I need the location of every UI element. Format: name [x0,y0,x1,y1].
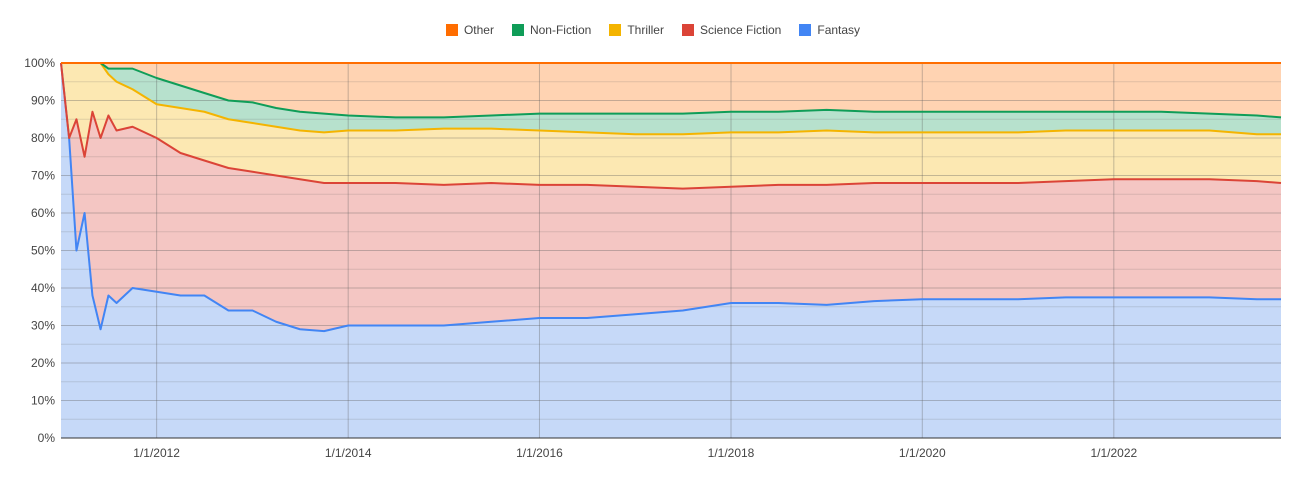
y-tick-label: 40% [31,281,55,295]
y-axis: 0% 10% 20% 30% 40% 50% 60% 70% 80% 90% 100% [24,56,55,445]
y-tick-label: 30% [31,319,55,333]
x-axis: 1/1/2012 1/1/2014 1/1/2016 1/1/2018 1/1/2020… [61,437,1281,460]
y-tick-label: 90% [31,94,55,108]
legend-swatch [609,24,622,36]
legend-item[interactable]: Science Fiction [681,23,782,37]
series-line-science-fiction [60,62,1282,190]
legend-item[interactable]: Thriller [609,23,664,37]
y-tick-label: 50% [31,244,55,258]
area-band-other [61,63,1281,118]
x-tick-label: 1/1/2016 [516,446,563,460]
legend-swatch [799,24,812,36]
y-tick-label: 10% [31,394,55,408]
x-tick-label: 1/1/2020 [899,446,946,460]
legend-label: Non-Fiction [529,23,592,37]
legend-swatch [445,24,458,36]
area-band-science-fiction [61,63,1281,332]
x-tick-label: 1/1/2018 [708,446,755,460]
legend-item[interactable]: Other [445,23,494,37]
legend-swatch [511,24,524,36]
legend-label: Science Fiction [699,23,782,37]
grid-lines [61,62,1281,439]
series-line-thriller [61,62,1281,136]
x-tick-label: 1/1/2022 [1090,446,1137,460]
area-band-fantasy [61,63,1281,438]
series-line-non-fiction [61,62,1282,119]
legend-swatch [681,24,694,36]
y-tick-label: 70% [31,169,55,183]
y-tick-label: 80% [31,131,55,145]
legend-item[interactable]: Fantasy [799,23,860,37]
chart-legend: Other Non-Fiction Thriller Science Fiction F… [0,23,1306,37]
x-tick-label: 1/1/2012 [133,446,180,460]
y-tick-label: 20% [31,356,55,370]
area-band-thriller [61,63,1281,189]
x-tick-label: 1/1/2014 [325,446,372,460]
series-line-fantasy [60,62,1281,333]
area-bands [61,63,1281,438]
legend-item[interactable]: Non-Fiction [511,23,592,37]
series-lines [60,62,1282,333]
legend-label: Thriller [627,23,664,37]
y-tick-label: 60% [31,206,55,220]
legend-label: Other [463,23,494,37]
y-tick-label: 100% [24,56,55,70]
legend-label: Fantasy [817,23,861,37]
y-tick-label: 0% [38,431,56,445]
